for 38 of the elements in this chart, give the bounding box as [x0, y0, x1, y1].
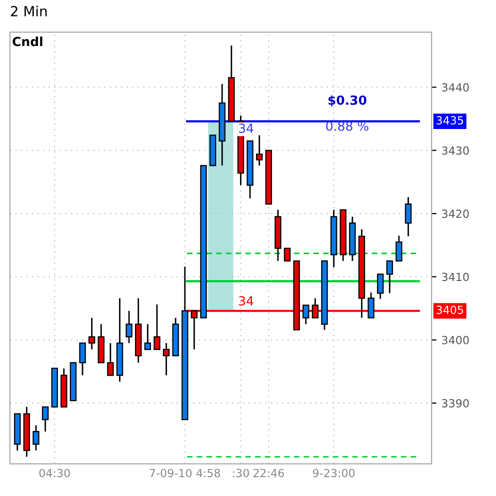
candlestick [126, 310, 132, 344]
candlestick [144, 323, 152, 350]
candlestick [190, 310, 198, 350]
candlestick [79, 342, 86, 376]
annotation: $0.30 [328, 95, 366, 107]
candlestick [368, 292, 374, 319]
candlestick [162, 342, 170, 376]
candlestick [256, 134, 263, 166]
candlestick [386, 260, 393, 294]
ref-line-label: 3435 [436, 116, 464, 125]
candlestick [396, 234, 402, 262]
y-tick-label: 3390 [442, 399, 469, 408]
annotation: 0.88 % [326, 121, 368, 131]
candlestick [404, 196, 412, 238]
y-tick-label: 3440 [442, 83, 469, 92]
y-tick-label: 3400 [442, 336, 469, 344]
candlestick [376, 274, 384, 300]
candlestick [42, 406, 49, 432]
candlestick [88, 317, 96, 350]
x-tick-label: 9-23:00 [312, 468, 355, 478]
x-tick-label: 7-09-10 4:58 [150, 468, 220, 478]
chart-title: 2 Min [10, 6, 47, 16]
candlestick [302, 304, 310, 325]
annotation: Cndl [12, 36, 42, 46]
annotation: 34 [239, 124, 254, 133]
x-tick-label: :30 [233, 468, 249, 478]
candlestick [284, 248, 291, 262]
annotation: 34 [239, 296, 254, 306]
y-tick-label: 3410 [442, 272, 469, 282]
x-tick-label: 04:30 [39, 468, 70, 478]
y-tick-label: 3430 [442, 146, 469, 155]
candlestick [107, 342, 114, 376]
candlestick [32, 424, 40, 452]
ref-line-label: 3405 [436, 306, 464, 314]
x-tick-label: 22:46 [253, 468, 284, 478]
candlestick [312, 298, 319, 319]
y-tick-label: 3420 [442, 210, 469, 218]
candlestick [154, 304, 160, 350]
